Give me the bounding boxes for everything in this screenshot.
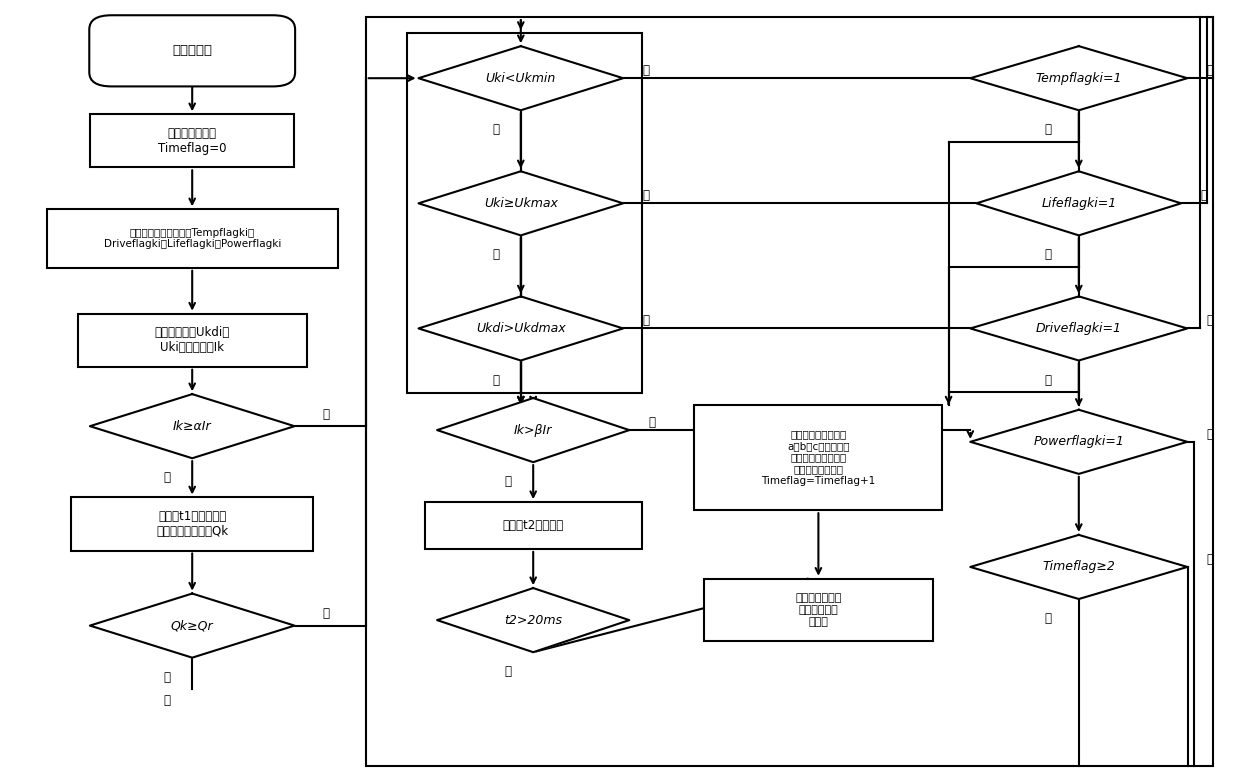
- Text: 否: 否: [1207, 64, 1213, 77]
- Text: 否: 否: [642, 64, 649, 77]
- Text: 否: 否: [322, 408, 329, 421]
- Text: 令故障次数变量
Timeflag=0: 令故障次数变量 Timeflag=0: [157, 127, 227, 155]
- Text: Ik>βIr: Ik>βIr: [515, 424, 552, 436]
- Text: 否: 否: [642, 314, 649, 327]
- Text: 是: 是: [492, 249, 500, 261]
- Polygon shape: [970, 46, 1188, 110]
- Polygon shape: [418, 46, 622, 110]
- Text: 控制器控制装置
整机旁通运行
并报警: 控制器控制装置 整机旁通运行 并报警: [795, 594, 842, 626]
- Polygon shape: [970, 410, 1188, 474]
- Text: Uki<Ukmin: Uki<Ukmin: [486, 72, 556, 84]
- Bar: [77, 314, 306, 367]
- Text: 控制器启动: 控制器启动: [172, 45, 212, 57]
- Text: 否: 否: [642, 189, 649, 202]
- Text: 是: 是: [492, 374, 500, 386]
- Polygon shape: [970, 296, 1188, 361]
- Text: Ik≥αIr: Ik≥αIr: [172, 420, 212, 432]
- Text: 否: 否: [322, 608, 329, 620]
- Text: 采样单元电压Ukdi、
Uki，系统电流Ik: 采样单元电压Ukdi、 Uki，系统电流Ik: [155, 326, 229, 354]
- Text: t2>20ms: t2>20ms: [505, 614, 562, 626]
- Text: 是: 是: [505, 475, 512, 488]
- Text: 是: 是: [164, 671, 171, 683]
- Polygon shape: [418, 296, 622, 361]
- Text: 否: 否: [1200, 189, 1207, 202]
- Polygon shape: [436, 398, 629, 462]
- Text: 是: 是: [164, 694, 171, 707]
- Text: 是: 是: [1044, 249, 1052, 261]
- Text: 是: 是: [1044, 612, 1052, 625]
- Bar: [47, 210, 337, 267]
- FancyBboxPatch shape: [89, 15, 295, 86]
- Polygon shape: [89, 394, 295, 458]
- Text: Tempflagki=1: Tempflagki=1: [1035, 72, 1122, 84]
- Text: 是: 是: [505, 665, 512, 678]
- Polygon shape: [418, 171, 622, 235]
- Text: 定时器t1开始计时，
并计算系统发热量Qk: 定时器t1开始计时， 并计算系统发热量Qk: [156, 510, 228, 538]
- Bar: [89, 114, 294, 167]
- Text: Ukdi>Ukdmax: Ukdi>Ukdmax: [476, 322, 565, 335]
- Text: Driveflagki=1: Driveflagki=1: [1035, 322, 1122, 335]
- Text: 是: 是: [1044, 124, 1052, 136]
- Text: 否: 否: [1207, 428, 1213, 440]
- Bar: [366, 17, 1213, 766]
- Polygon shape: [436, 588, 629, 652]
- Text: 否: 否: [1207, 553, 1213, 565]
- Text: 否: 否: [649, 416, 655, 429]
- Text: 定时器t2开始计时: 定时器t2开始计时: [502, 519, 564, 532]
- Text: Timeflag≥2: Timeflag≥2: [1043, 561, 1115, 573]
- Text: 获取单元控制器标志位Tempflagki、
Driveflagki、Lifeflagki、Powerflagki: 获取单元控制器标志位Tempflagki、 Driveflagki、Lifefl…: [103, 228, 281, 249]
- Text: Uki≥Ukmax: Uki≥Ukmax: [484, 197, 558, 210]
- Bar: [704, 579, 932, 641]
- Bar: [407, 33, 642, 393]
- Bar: [424, 502, 642, 549]
- Polygon shape: [977, 171, 1180, 235]
- Polygon shape: [89, 594, 295, 658]
- Text: 是: 是: [492, 124, 500, 136]
- Text: Qk≥Qr: Qk≥Qr: [171, 619, 213, 632]
- Text: Powerflagki=1: Powerflagki=1: [1033, 436, 1125, 448]
- Text: 是: 是: [164, 472, 171, 484]
- Polygon shape: [970, 535, 1188, 599]
- Text: 是: 是: [1044, 374, 1052, 386]
- Bar: [71, 497, 312, 551]
- Text: 控制器控制同一层级
a、b、c三相功率单
元旁通运行，装置整
机正常运行，同时
Timeflag=Timeflag+1: 控制器控制同一层级 a、b、c三相功率单 元旁通运行，装置整 机正常运行，同时 …: [761, 429, 875, 486]
- Text: Lifeflagki=1: Lifeflagki=1: [1042, 197, 1116, 210]
- Bar: [694, 405, 942, 510]
- Text: 否: 否: [1207, 314, 1213, 327]
